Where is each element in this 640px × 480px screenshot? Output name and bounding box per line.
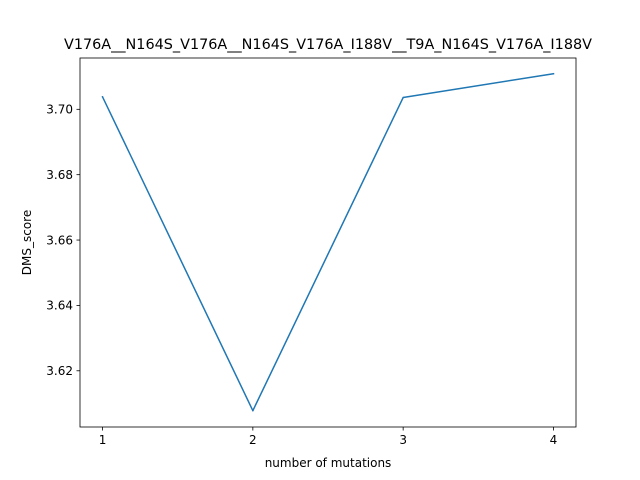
y-tick-label: 3.68 xyxy=(46,168,73,182)
series-line xyxy=(101,72,555,412)
x-axis-ticks: 1 2 3 4 xyxy=(99,427,558,447)
chart-title: V176A__N164S_V176A__N164S_V176A_I188V__T… xyxy=(64,37,592,53)
y-axis-label: DMS_score xyxy=(20,210,34,275)
y-tick-label: 3.64 xyxy=(46,299,73,313)
plot-area xyxy=(80,58,576,427)
x-tick-label: 4 xyxy=(550,433,558,447)
data-point xyxy=(552,72,555,75)
x-tick-label: 1 xyxy=(99,433,107,447)
data-point xyxy=(402,96,404,99)
plot-frame xyxy=(79,57,577,428)
x-axis-label: number of mutations xyxy=(265,456,392,470)
series-layer xyxy=(101,72,555,412)
y-axis-ticks: 3.62 3.64 3.66 3.68 3.70 xyxy=(46,103,80,378)
y-tick-label: 3.70 xyxy=(46,103,73,117)
data-point xyxy=(101,96,104,98)
x-tick-label: 3 xyxy=(399,433,407,447)
data-point xyxy=(252,409,254,412)
y-tick-label: 3.66 xyxy=(46,233,73,247)
y-tick-label: 3.62 xyxy=(46,364,73,378)
x-tick-label: 2 xyxy=(249,433,257,447)
